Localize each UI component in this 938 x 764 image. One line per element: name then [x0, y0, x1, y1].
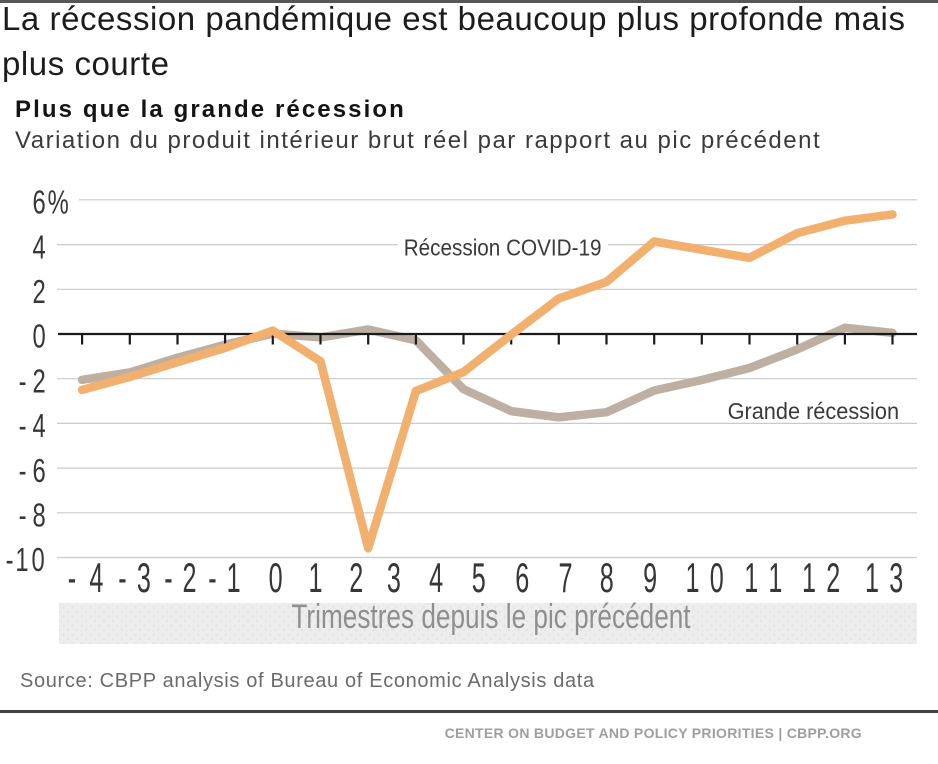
svg-text:-: -: [68, 556, 76, 602]
svg-text:0: 0: [710, 556, 724, 602]
svg-text:4: 4: [429, 556, 443, 602]
svg-text:9: 9: [643, 556, 657, 602]
svg-text:3: 3: [889, 556, 903, 602]
svg-text:Grande récession: Grande récession: [728, 399, 899, 425]
svg-text:4: 4: [32, 408, 45, 445]
svg-text:1: 1: [685, 556, 699, 602]
svg-text:6: 6: [32, 185, 45, 222]
svg-text:-: -: [208, 556, 216, 602]
svg-text:1: 1: [802, 556, 816, 602]
svg-text:4: 4: [89, 556, 103, 602]
svg-text:Récession COVID-19: Récession COVID-19: [404, 234, 602, 260]
svg-text:1: 1: [768, 556, 782, 602]
svg-text:%: %: [48, 185, 69, 222]
svg-text:-: -: [19, 453, 27, 490]
svg-text:1: 1: [227, 556, 241, 602]
svg-text:1: 1: [865, 556, 879, 602]
svg-text:2: 2: [32, 364, 45, 401]
svg-text:1: 1: [308, 556, 322, 602]
svg-text:-: -: [164, 556, 172, 602]
svg-text:4: 4: [32, 230, 45, 267]
svg-text:5: 5: [472, 556, 486, 602]
svg-text:-: -: [19, 498, 27, 535]
svg-text:7: 7: [558, 556, 572, 602]
svg-text:-: -: [6, 543, 14, 580]
svg-text:2: 2: [182, 556, 196, 602]
svg-text:2: 2: [826, 556, 840, 602]
svg-text:2: 2: [349, 556, 363, 602]
svg-text:2: 2: [32, 274, 45, 311]
svg-text:0: 0: [32, 319, 45, 356]
svg-text:8: 8: [32, 498, 45, 535]
svg-text:-: -: [19, 364, 27, 401]
svg-text:0: 0: [269, 556, 283, 602]
svg-text:6: 6: [32, 453, 45, 490]
svg-text:6: 6: [515, 556, 529, 602]
svg-text:-: -: [118, 556, 126, 602]
svg-text:1: 1: [744, 556, 758, 602]
svg-text:-: -: [19, 408, 27, 445]
svg-text:3: 3: [137, 556, 151, 602]
svg-text:3: 3: [387, 556, 401, 602]
svg-text:8: 8: [600, 556, 614, 602]
svg-text:1: 1: [15, 543, 28, 580]
svg-text:0: 0: [31, 543, 44, 580]
